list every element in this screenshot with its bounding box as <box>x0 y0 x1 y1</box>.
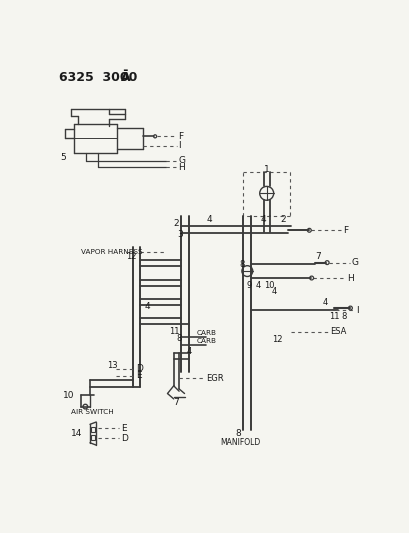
Text: 10: 10 <box>263 281 274 290</box>
Text: ESA: ESA <box>329 327 346 336</box>
Text: 9: 9 <box>246 281 251 290</box>
Text: CARB: CARB <box>196 330 216 336</box>
Text: 8: 8 <box>176 334 182 343</box>
Text: I: I <box>178 141 180 150</box>
Text: G: G <box>351 258 357 267</box>
Text: 3: 3 <box>177 230 183 239</box>
Text: VAPOR HARNESS: VAPOR HARNESS <box>81 249 142 255</box>
Text: D: D <box>136 365 143 374</box>
Text: AIR SWITCH: AIR SWITCH <box>70 409 113 415</box>
Text: 4: 4 <box>272 287 277 296</box>
Text: E: E <box>121 424 126 433</box>
Bar <box>90 426 95 432</box>
Text: H: H <box>178 163 184 172</box>
Text: 4: 4 <box>206 215 211 224</box>
Text: 6325  3000: 6325 3000 <box>59 71 137 84</box>
Text: 10: 10 <box>63 391 74 400</box>
Text: 14: 14 <box>71 429 82 438</box>
Text: 4: 4 <box>187 346 192 356</box>
Text: F: F <box>178 132 183 141</box>
Text: G: G <box>178 157 185 165</box>
Text: Ā: Ā <box>121 71 130 84</box>
Text: 11: 11 <box>169 327 179 336</box>
Text: 5: 5 <box>61 154 66 163</box>
Text: MANIFOLD: MANIFOLD <box>220 438 260 447</box>
Text: 8: 8 <box>239 260 244 269</box>
Text: 12: 12 <box>125 252 136 261</box>
Text: 2: 2 <box>173 219 179 228</box>
Text: F: F <box>343 226 348 235</box>
Text: I: I <box>355 306 357 315</box>
Text: CARB: CARB <box>196 338 216 344</box>
Text: 4: 4 <box>144 302 150 311</box>
Text: 4: 4 <box>255 281 261 290</box>
Text: 7: 7 <box>173 398 179 407</box>
Text: D: D <box>121 434 128 443</box>
Text: 11: 11 <box>328 312 338 321</box>
Text: E: E <box>136 372 142 381</box>
Bar <box>90 435 95 440</box>
Text: 4: 4 <box>322 298 327 307</box>
Text: H: H <box>346 273 353 282</box>
Text: 13: 13 <box>107 361 117 370</box>
Text: 8: 8 <box>340 312 346 321</box>
Text: EGR: EGR <box>206 374 223 383</box>
Text: 4: 4 <box>260 215 265 224</box>
Text: 2: 2 <box>280 215 285 224</box>
Text: 7: 7 <box>314 252 320 261</box>
Text: 1: 1 <box>263 165 269 174</box>
Text: 8: 8 <box>235 429 241 438</box>
Text: 12: 12 <box>272 335 282 344</box>
